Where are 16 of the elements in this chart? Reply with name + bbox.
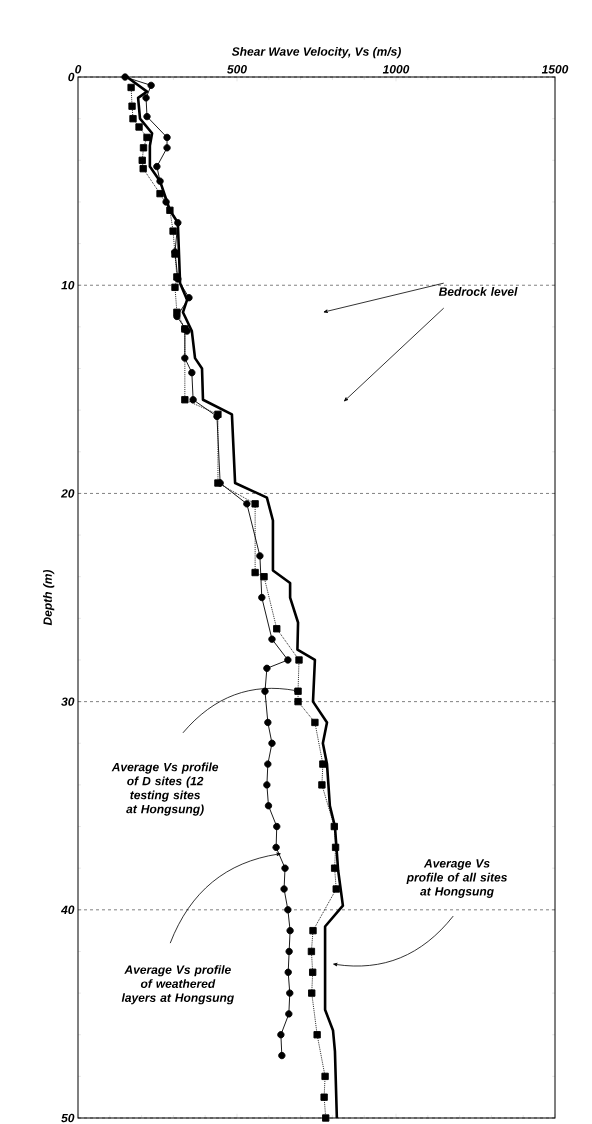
x-tick-label: 1000 (382, 65, 410, 74)
x-axis-title: Shear Wave Velocity, Vs (m/s) (231, 46, 401, 59)
y-tick-label: 30 (61, 697, 75, 706)
x-tick-label: 1500 (541, 65, 569, 74)
y-tick-label: 10 (61, 280, 75, 290)
x-tick-label: 0 (75, 65, 82, 74)
annotation: Bedrock level (438, 287, 518, 296)
annotation: Average Vs profile of all sites at Hongsung (406, 859, 507, 898)
y-tick-label: 0 (68, 72, 75, 82)
annotation: Average Vs profile of D sites (12 testing sites at Hongsung) (111, 762, 219, 816)
y-axis-title: Depth (m) (43, 569, 55, 626)
y-tick-label: 40 (60, 905, 75, 915)
x-tick-label: 500 (227, 65, 247, 74)
y-tick-label: 20 (60, 489, 75, 498)
annotation: Average Vs profile of weathered layers at Hongsung (121, 965, 234, 1005)
y-tick-label: 50 (61, 1113, 75, 1123)
